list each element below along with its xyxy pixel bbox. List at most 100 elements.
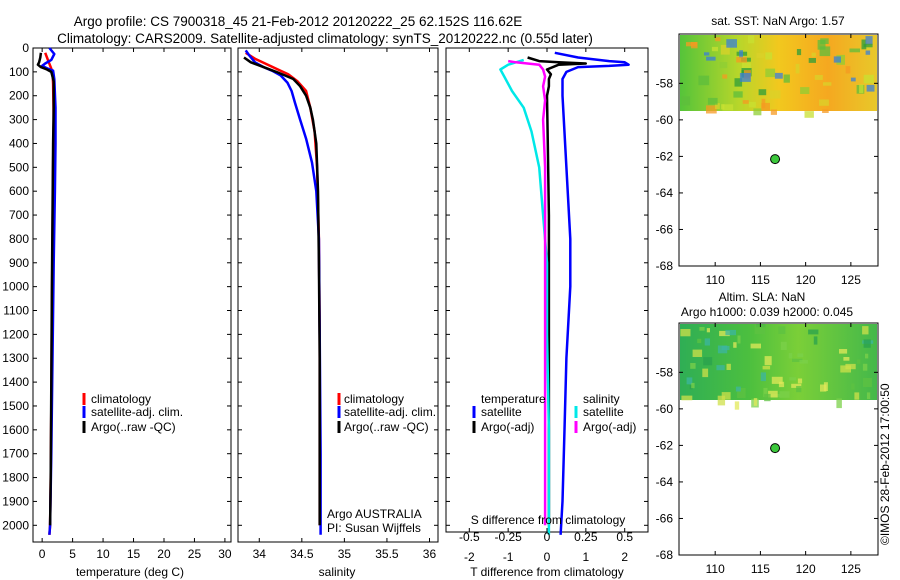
depth-tick-label: 300 [9, 113, 29, 127]
field-cell [722, 74, 728, 79]
field-cell [726, 363, 731, 370]
field-cell [849, 48, 860, 53]
x-tick-label: 0 [544, 550, 551, 564]
map-y-tick-label: -58 [656, 365, 674, 379]
x-tick-label: 35.5 [375, 547, 399, 561]
field-cell [833, 56, 841, 63]
field-cell [753, 108, 762, 116]
field-cell [716, 365, 725, 371]
field-cell [747, 35, 755, 44]
field-cell [733, 342, 737, 348]
x-tick-label: 25 [188, 547, 202, 561]
x-tick-label: 36 [423, 547, 437, 561]
depth-axis-ticks: 0 100 200 300 400 500 600 700 800 900 1000 1100 1200… [2, 41, 231, 532]
platform-annotation-line-1: Argo AUSTRALIA [327, 507, 422, 521]
argo-position-marker [770, 443, 781, 454]
field-cell [754, 324, 766, 334]
field-cell [721, 104, 725, 110]
field-cell [704, 338, 710, 346]
imos-stamp: ©IMOS 28-Feb-2012 17:00:50 [878, 383, 892, 545]
series-line-s-satellite [499, 58, 551, 535]
field-cell [734, 78, 743, 87]
map-x-tick-label: 110 [706, 562, 725, 576]
field-cell [758, 89, 767, 96]
depth-tick-label: 1700 [2, 447, 29, 461]
field-cell [717, 345, 728, 354]
field-cell [865, 353, 869, 359]
sla-field [680, 324, 877, 400]
legend-label-satellite: satellite-adj. clim. [91, 405, 183, 419]
sst-map-panel: sat. SST: NaN Argo: 1.57 -58 -60 -62 -64 -66… [656, 14, 879, 287]
field-cell [717, 395, 726, 406]
s-diff-tick-label: -0.5 [459, 530, 480, 544]
field-cell [680, 329, 691, 337]
field-cell [819, 99, 829, 106]
map-y-tick-label: -68 [656, 548, 674, 562]
depth-tick-label: 900 [9, 256, 29, 270]
map-y-tick-label: -64 [656, 186, 674, 200]
field-cell [771, 376, 783, 384]
field-cell [819, 46, 831, 57]
field-cell [703, 357, 713, 366]
field-cell [765, 68, 776, 78]
field-cell [739, 73, 751, 82]
map-y-tick-label: -60 [656, 402, 674, 416]
depth-tick-label: 1600 [2, 423, 29, 437]
map-y-tick-label: -66 [656, 511, 674, 525]
field-cell [698, 75, 710, 86]
depth-tick-label: 100 [9, 65, 29, 79]
legend-label-climatology: climatology [91, 392, 151, 406]
difference-series [499, 51, 630, 535]
legend-title-temperature: temperature [481, 392, 546, 406]
series-line-s-argo-adj- [508, 59, 547, 526]
series-line-t-satellite [554, 51, 630, 535]
legend-label-climatology: climatology [344, 392, 404, 406]
field-cell [863, 74, 874, 84]
field-cell [769, 90, 781, 99]
s-difference-tick-labels: -0.5 -0.25 0 0.25 0.5 [459, 530, 633, 544]
sla-map-panel: Altim. SLA: NaN Argo h1000: 0.039 h2000:… [656, 290, 879, 576]
field-cell [711, 46, 718, 52]
field-cell [780, 341, 787, 350]
field-cell [719, 62, 728, 69]
depth-tick-label: 1100 [3, 304, 29, 318]
field-cell [862, 326, 869, 335]
field-cell [765, 52, 773, 60]
field-cell [763, 387, 768, 398]
x-tick-label: 34.5 [290, 547, 314, 561]
field-cell [811, 52, 816, 57]
field-cell [795, 63, 800, 74]
field-cell [845, 363, 856, 370]
temperature-panel: 0100200300400500600700800900100011001200… [2, 41, 232, 579]
difference-panel: -2 -1 0 1 2 temperature salinity satellite A… [445, 47, 649, 579]
field-cell [707, 97, 718, 105]
t-difference-xlabel: T difference from climatology [470, 565, 624, 579]
x-tick-label: -2 [464, 550, 475, 564]
field-cell [788, 353, 793, 359]
field-cell [774, 72, 783, 79]
depth-tick-label: 1800 [2, 471, 29, 485]
legend-label-s-argo: Argo(-adj) [583, 420, 636, 434]
title-line-1: Argo profile: CS 7900318_45 21-Feb-2012 … [74, 14, 523, 29]
difference-legend: temperature salinity satellite Argo(-adj… [472, 392, 636, 434]
field-cell [851, 383, 855, 390]
field-cell [817, 40, 826, 50]
sst-y-ticks: -58 -60 -62 -64 -66 -68 [656, 76, 878, 273]
field-cell [779, 391, 790, 398]
temperature-xlabel: temperature (deg C) [76, 565, 184, 579]
field-cell [859, 84, 864, 94]
series-line-argo-raw-qc- [36, 52, 55, 526]
field-cell [797, 378, 803, 384]
field-cell [808, 58, 816, 63]
field-cell [720, 44, 730, 55]
sst-x-ticks: 110 115 120 125 [706, 34, 861, 287]
depth-tick-label: 500 [9, 160, 29, 174]
x-tick-label: 15 [127, 547, 141, 561]
x-tick-label: 1 [583, 550, 590, 564]
map-y-tick-label: -64 [656, 475, 674, 489]
field-cell [702, 368, 709, 378]
field-cell [866, 45, 872, 51]
legend-label-t-satellite: satellite [481, 405, 522, 419]
map-x-tick-label: 120 [796, 273, 816, 287]
field-cell [866, 392, 871, 400]
